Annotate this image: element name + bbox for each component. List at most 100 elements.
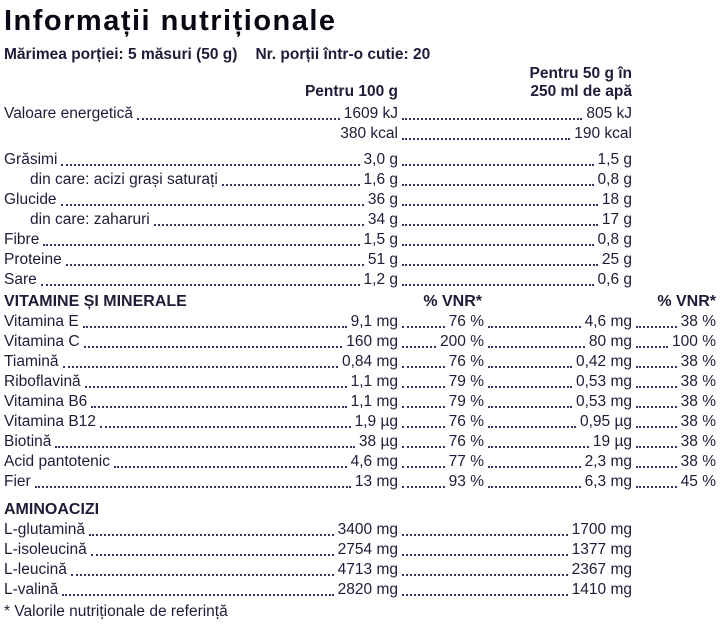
value-per-serving: 2367 mg: [571, 561, 632, 578]
value-per-serving: 1377 mg: [571, 541, 632, 558]
dot-leader: [402, 574, 568, 576]
row-label: din care: zaharuri: [30, 211, 150, 228]
column-header-line1: Pentru 50 g în: [4, 65, 716, 83]
dot-leader: [402, 244, 594, 246]
per-serving-header-line1: Pentru 50 g în: [529, 65, 633, 82]
value-per-serving: 25 g: [601, 251, 632, 268]
value-per-100g: 1,1 mg: [350, 373, 398, 390]
value-per-serving: 80 mg: [588, 333, 632, 350]
table-row: din care: acizi grași saturați 1,6 g 0,8 g: [4, 170, 716, 190]
table-row: L-valină 2820 mg 1410 mg: [4, 580, 716, 600]
table-row: 380 kcal 190 kcal: [4, 124, 716, 144]
value-per-serving: 0,8 g: [597, 171, 632, 188]
value-per-100g: 1609 kJ: [343, 105, 398, 122]
dot-leader: [84, 386, 347, 388]
value-per-100g: 4713 mg: [337, 561, 398, 578]
dot-leader: [402, 326, 445, 328]
dot-leader: [89, 534, 334, 536]
vnr-per-serving: 38 %: [680, 433, 716, 450]
table-row: Fibre 1,5 g 0,8 g: [4, 230, 716, 250]
row-label: L-valină: [4, 581, 59, 598]
value-per-100g: 36 g: [367, 191, 398, 208]
dot-leader: [488, 326, 581, 328]
table-row: Valoare energetică 1609 kJ 805 kJ: [4, 104, 716, 124]
vnr-header-col1: % VNR*: [423, 293, 482, 310]
value-per-100g: 13 mg: [354, 473, 398, 490]
dot-leader: [62, 366, 338, 368]
table-row: Vitamina B6 1,1 mg 79 % 0,53 mg 38 %: [4, 392, 716, 412]
table-row: din care: zaharuri 34 g 17 g: [4, 210, 716, 230]
row-label: Biotină: [4, 433, 52, 450]
value-per-100g: 160 mg: [346, 333, 398, 350]
value-per-100g: 2820 mg: [337, 581, 398, 598]
dot-leader: [402, 386, 445, 388]
vnr-per-100g: 76 %: [448, 433, 484, 450]
value-per-serving: 190 kcal: [574, 125, 632, 142]
value-per-serving: 4,6 mg: [584, 313, 632, 330]
value-per-serving: 0,53 mg: [575, 393, 632, 410]
dot-leader: [402, 346, 437, 348]
servings-per-box-label: Nr. porții într-o cutie: 20: [255, 46, 431, 63]
dot-leader: [402, 594, 568, 596]
dot-leader: [488, 366, 572, 368]
dot-leader: [402, 184, 594, 186]
row-label: Glucide: [4, 191, 57, 208]
value-per-100g: 380 kcal: [340, 125, 398, 142]
row-label: L-leucină: [4, 561, 67, 578]
value-per-serving: 17 g: [601, 211, 632, 228]
vnr-per-100g: 93 %: [448, 473, 484, 490]
vnr-per-100g: 200 %: [440, 333, 484, 350]
dot-leader: [402, 138, 571, 140]
value-per-100g: 1,2 g: [363, 271, 398, 288]
dot-leader: [402, 554, 568, 556]
row-label: Valoare energetică: [4, 105, 133, 122]
table-row: Proteine 51 g 25 g: [4, 250, 716, 270]
value-per-100g: 34 g: [367, 211, 398, 228]
vnr-per-100g: 77 %: [448, 453, 484, 470]
dot-leader: [402, 446, 445, 448]
dot-leader: [62, 594, 334, 596]
table-row: Sare 1,2 g 0,6 g: [4, 270, 716, 290]
page-title: Informații nutriționale: [4, 5, 337, 37]
dot-leader: [90, 554, 334, 556]
nutrients-table: Valoare energetică 1609 kJ 805 kJ 380 kcal 1…: [4, 104, 716, 290]
vnr-per-serving: 100 %: [672, 333, 716, 350]
amino-section-title: AMINOACIZI: [4, 501, 100, 518]
row-label: Acid pantotenic: [4, 453, 110, 470]
value-per-100g: 2754 mg: [337, 541, 398, 558]
table-row: Glucide 36 g 18 g: [4, 190, 716, 210]
dot-leader: [636, 366, 677, 368]
vnr-per-serving: 38 %: [680, 453, 716, 470]
vnr-per-100g: 79 %: [448, 393, 484, 410]
dot-leader: [402, 164, 594, 166]
table-row: Grăsimi 3,0 g 1,5 g: [4, 150, 716, 170]
dot-leader: [488, 346, 585, 348]
dot-leader: [61, 164, 360, 166]
table-row: L-leucină 4713 mg 2367 mg: [4, 560, 716, 580]
dot-leader: [34, 486, 351, 488]
vitamins-section-title: VITAMINE ȘI MINERALE: [4, 293, 187, 310]
dot-leader: [83, 346, 343, 348]
value-per-serving: 0,95 µg: [579, 413, 632, 430]
dot-leader: [636, 466, 677, 468]
footnote: * Valorile nutriționale de referință: [4, 603, 228, 620]
vnr-per-100g: 76 %: [448, 353, 484, 370]
serving-info: Mărimea porției: 5 măsuri (50 g) Nr. por…: [4, 44, 716, 65]
vnr-per-serving: 38 %: [680, 413, 716, 430]
amino-table: L-glutamină 3400 mg 1700 mg L-isoleucină 275…: [4, 520, 716, 600]
dot-leader: [636, 446, 677, 448]
dot-leader: [114, 466, 347, 468]
value-per-serving: 0,6 g: [597, 271, 632, 288]
dot-leader: [636, 326, 677, 328]
value-per-serving: 2,3 mg: [584, 453, 632, 470]
dot-leader: [402, 366, 445, 368]
value-per-serving: 0,53 mg: [575, 373, 632, 390]
dot-leader: [402, 264, 598, 266]
value-per-serving: 0,8 g: [597, 231, 632, 248]
dot-leader: [488, 486, 581, 488]
table-row: Fier 13 mg 93 % 6,3 mg 45 %: [4, 472, 716, 492]
value-per-100g: 38 µg: [358, 433, 398, 450]
dot-leader: [636, 486, 677, 488]
value-per-100g: 1,5 g: [363, 231, 398, 248]
value-per-100g: 1,1 mg: [350, 393, 398, 410]
